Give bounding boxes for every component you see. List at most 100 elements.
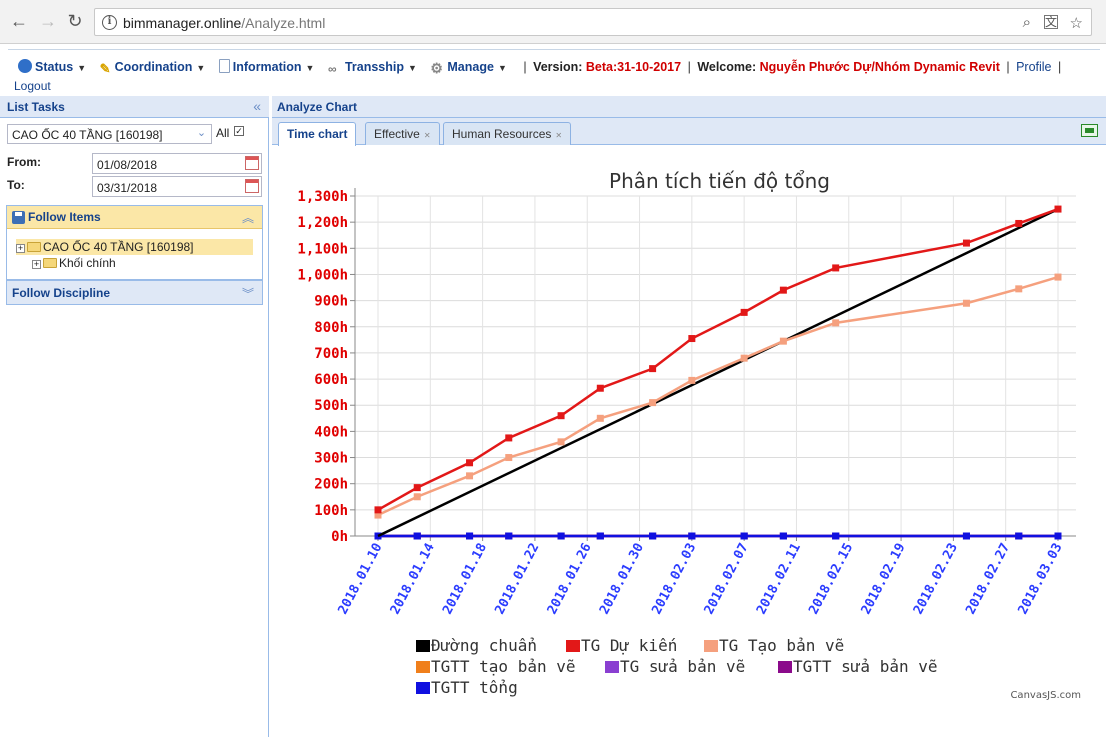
x-tick-label: 2018.01.10 — [336, 541, 386, 617]
data-point — [505, 434, 513, 442]
collapse-left-icon[interactable]: « — [253, 98, 261, 114]
data-point — [962, 532, 970, 540]
follow-items-title: Follow Items — [28, 210, 101, 224]
data-point — [740, 532, 748, 540]
series-line — [377, 207, 1059, 511]
y-tick-label: 700h — [314, 346, 348, 362]
back-arrow-icon[interactable]: ← — [10, 11, 28, 31]
x-tick-label: 2018.02.27 — [963, 541, 1013, 617]
data-point — [688, 532, 696, 540]
legend-label: TG Tạo bản vẽ — [719, 636, 844, 655]
series-line — [377, 207, 1059, 538]
reload-icon[interactable]: ↻ — [67, 11, 83, 31]
translate-icon[interactable]: 文 — [1044, 15, 1058, 29]
forward-arrow-icon[interactable]: → — [39, 11, 57, 31]
calendar-icon[interactable] — [245, 179, 259, 193]
project-select[interactable]: CAO ỐC 40 TẦNG [160198] ⌄ — [7, 124, 212, 144]
chart-credit: CanvasJS.com — [1010, 690, 1081, 701]
welcome-label: Welcome: — [697, 60, 757, 74]
chevron-down-icon: ▼ — [305, 63, 315, 73]
separator: | — [687, 60, 691, 74]
chevron-up-icon[interactable]: ︽ — [241, 211, 254, 225]
tree-node-khoi-chinh[interactable]: + Khối chính — [32, 256, 116, 270]
menu-information[interactable]: Information ▼ — [218, 59, 315, 74]
data-point — [1015, 532, 1023, 540]
expand-icon[interactable]: + — [32, 259, 41, 269]
export-excel-icon[interactable] — [1081, 124, 1098, 137]
legend-marker — [416, 640, 430, 652]
data-point — [557, 412, 565, 420]
project-select-value: CAO ỐC 40 TẦNG [160198] — [12, 128, 163, 142]
menu-status[interactable]: Status ▼ — [18, 59, 86, 74]
legend-marker — [704, 640, 718, 652]
tab-human-resources[interactable]: Human Resources ✕ — [443, 122, 572, 145]
chart-tabs: Time chart Effective ✕ Human Resources ✕ — [272, 118, 1106, 146]
tab-label: Human Resources — [452, 127, 552, 141]
status-icon — [18, 59, 32, 73]
data-point — [466, 472, 474, 480]
menu-information-label: Information — [232, 60, 302, 74]
data-point — [1054, 205, 1062, 213]
data-point — [596, 414, 604, 422]
logout-link[interactable]: Logout — [14, 79, 51, 93]
close-icon[interactable]: ✕ — [555, 131, 563, 140]
menubar-divider — [8, 49, 1100, 50]
url-text: bimmanager.online/Analyze.html — [123, 15, 326, 31]
legend-label: TG Dự kiến — [581, 636, 677, 655]
data-point — [413, 532, 421, 540]
to-date-value: 03/31/2018 — [97, 181, 158, 195]
y-tick-label: 100h — [314, 503, 348, 519]
tree-node-label: Khối chính — [59, 256, 116, 270]
data-point — [1015, 285, 1023, 293]
tab-effective[interactable]: Effective ✕ — [365, 122, 440, 145]
time-chart-svg: Phân tích tiến độ tổng 0h 100h 200h 300h 400h… — [297, 169, 1081, 701]
y-tick-label: 1,000h — [297, 267, 348, 283]
y-tick-label: 1,100h — [297, 241, 348, 257]
legend-marker — [416, 682, 430, 694]
separator: | — [523, 60, 527, 74]
tree-node-project[interactable]: + CAO ỐC 40 TẦNG [160198] — [16, 239, 253, 255]
data-point — [962, 299, 970, 307]
x-tick-label: 2018.02.11 — [754, 541, 804, 617]
data-point — [962, 239, 970, 247]
follow-items-header[interactable]: Follow Items ︽ — [7, 206, 262, 229]
profile-link[interactable]: Profile — [1016, 60, 1052, 74]
zoom-icon[interactable]: ⌕ — [1022, 14, 1031, 31]
expand-icon[interactable]: + — [16, 243, 25, 253]
chevron-down-icon[interactable]: ⌄ — [196, 127, 207, 139]
address-bar[interactable]: i bimmanager.online/Analyze.html ⌕ 文 ☆ — [94, 8, 1092, 36]
data-point — [649, 365, 657, 373]
info-icon[interactable]: i — [102, 15, 117, 30]
tab-time-chart[interactable]: Time chart — [278, 122, 357, 146]
gear-icon: ⚙ — [430, 60, 443, 76]
menu-manage[interactable]: ⚙ Manage ▼ — [430, 60, 506, 76]
legend-marker — [605, 661, 619, 673]
to-date-field[interactable]: 03/31/2018 — [92, 176, 262, 197]
separator: | — [1006, 60, 1010, 74]
data-point — [832, 319, 840, 327]
all-checkbox[interactable]: ✓ — [234, 126, 244, 136]
data-point — [649, 532, 657, 540]
menu-status-label: Status — [35, 60, 74, 74]
y-tick-label: 300h — [314, 451, 348, 467]
menu-coordination[interactable]: ✎ Coordination ▼ — [100, 60, 206, 76]
menu-transship[interactable]: ∞ Transship ▼ — [328, 60, 417, 76]
follow-discipline-panel[interactable]: Follow Discipline ︾ — [6, 280, 263, 305]
legend-label: TGTT tạo bản vẽ — [431, 657, 576, 676]
from-date-field[interactable]: 01/08/2018 — [92, 153, 262, 174]
data-point — [596, 384, 604, 392]
legend-marker — [566, 640, 580, 652]
chevron-down-icon[interactable]: ︾ — [241, 287, 254, 301]
data-point — [505, 454, 513, 462]
chart-area: Phân tích tiến độ tổng 0h 100h 200h 300h 400h… — [273, 146, 1106, 737]
legend-marker — [778, 661, 792, 673]
analyze-chart-title: Analyze Chart — [277, 100, 358, 114]
close-icon[interactable]: ✕ — [423, 131, 431, 140]
legend-marker — [416, 661, 430, 673]
menu-manage-label: Manage — [447, 60, 494, 74]
x-tick-label: 2018.02.19 — [859, 541, 909, 617]
welcome-user: Nguyễn Phước Dự/Nhóm Dynamic Revit — [759, 60, 1000, 74]
star-icon[interactable]: ☆ — [1069, 15, 1083, 32]
data-point — [557, 438, 565, 446]
calendar-icon[interactable] — [245, 156, 259, 170]
